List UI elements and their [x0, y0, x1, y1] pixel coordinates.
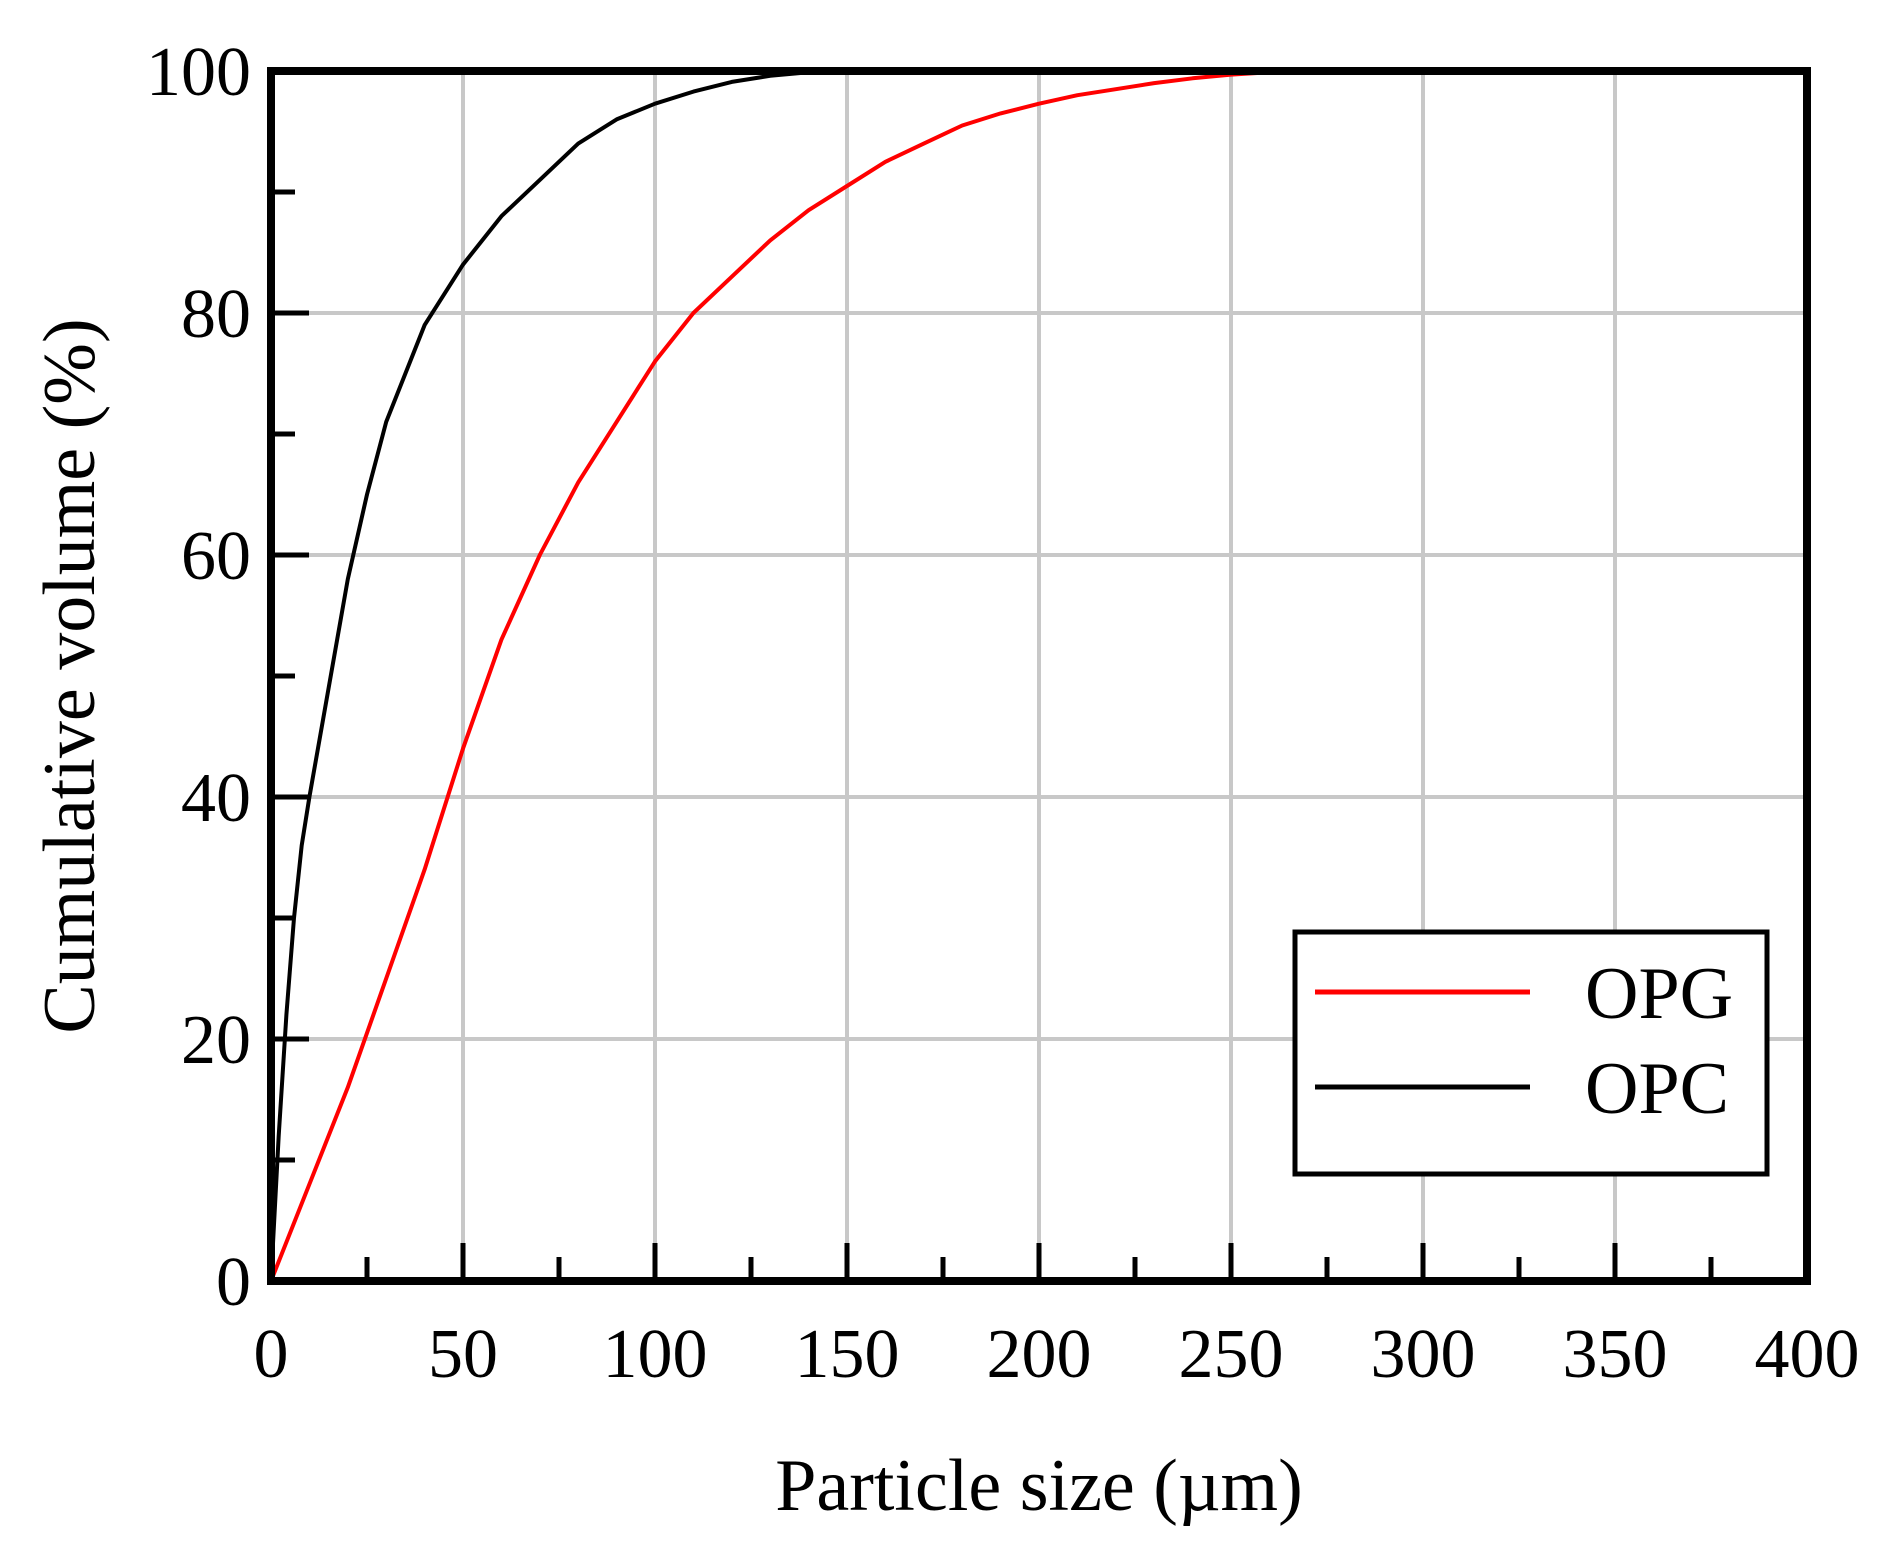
x-tick-label: 200 — [987, 1316, 1092, 1393]
y-tick-label: 40 — [181, 760, 251, 837]
x-tick-label: 300 — [1371, 1316, 1476, 1393]
x-tick-label: 150 — [795, 1316, 900, 1393]
y-tick-label: 20 — [181, 1002, 251, 1079]
y-tick-label: 80 — [181, 276, 251, 353]
x-tick-label: 0 — [254, 1316, 289, 1393]
series-line-opc — [269, 69, 848, 1282]
tick-labels: 0 50 100 150 200 250 300 350 400 0 20 40 60 80 100 — [146, 34, 1860, 1393]
series-line-opg — [269, 69, 1327, 1282]
x-tick-label: 400 — [1755, 1316, 1860, 1393]
legend-label-opc: OPC — [1585, 1048, 1729, 1130]
y-tick-label: 60 — [181, 518, 251, 595]
y-axis-title: Cumulative volume (%) — [29, 318, 111, 1033]
x-tick-label: 350 — [1563, 1316, 1668, 1393]
series-layer — [269, 69, 1327, 1282]
grid — [271, 71, 1807, 1281]
x-tick-label: 250 — [1179, 1316, 1284, 1393]
x-tick-label: 100 — [603, 1316, 708, 1393]
legend-box — [1292, 929, 1770, 1177]
y-tick-label: 0 — [216, 1244, 251, 1321]
x-axis-title: Particle size (µm) — [775, 1445, 1303, 1527]
legend-label-opg: OPG — [1585, 953, 1733, 1035]
legend: OPG OPC — [1292, 929, 1770, 1177]
x-tick-label: 50 — [428, 1316, 498, 1393]
y-tick-label: 100 — [146, 34, 251, 111]
plot-frame — [267, 67, 1811, 1285]
